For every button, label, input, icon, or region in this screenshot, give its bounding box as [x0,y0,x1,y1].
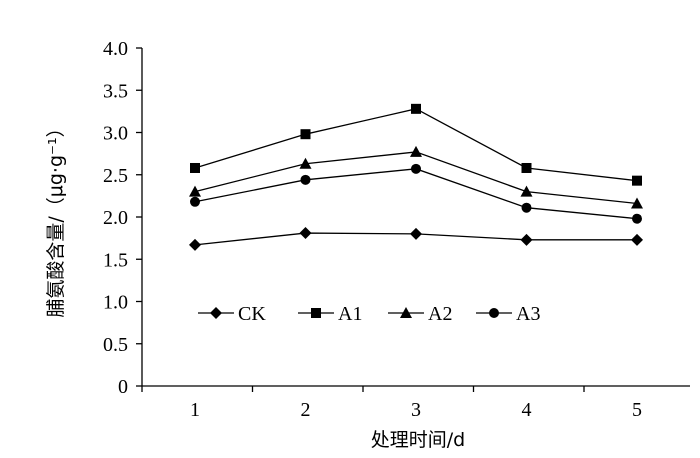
legend-label: A1 [338,303,362,325]
data-point-a1 [632,175,642,186]
y-tick-label: 0 [118,376,128,398]
data-point-a2 [189,185,201,197]
series-ck [189,227,643,251]
data-point-a2 [410,145,422,157]
legend-label: CK [238,303,266,325]
data-point-a1 [521,162,532,173]
data-point-a2 [520,185,533,197]
y-tick-label: 1.5 [103,249,128,271]
data-point-a3 [632,213,642,224]
x-tick-label: 1 [190,399,200,421]
series-group [189,103,643,251]
legend-item-ck: CK [198,303,266,325]
data-point-a3 [411,163,421,174]
legend-label: A3 [516,303,540,325]
data-point-a2 [631,197,643,209]
y-tick-label: 2.0 [103,207,128,229]
data-point-a2 [299,157,312,169]
legend-item-a3: A3 [476,303,540,325]
legend-marker-a1 [311,308,321,318]
legend-marker-ck [210,307,222,319]
data-point-ck [410,227,422,240]
series-line-a2 [194,151,638,205]
y-axis-title: 脯氨酸含量/（μg·g⁻¹） [45,118,67,317]
series-line-a3 [194,168,638,220]
x-tick-label: 2 [301,399,311,421]
legend-marker-a3 [489,308,499,318]
x-axis-ticks: 1 2 3 4 5 [141,386,642,421]
series-a2 [189,145,643,209]
y-tick-label: 2.5 [103,165,128,187]
legend-item-a1: A1 [298,303,362,325]
y-tick-label: 3.5 [103,80,128,102]
x-tick-label: 5 [632,399,642,421]
y-tick-label: 1.0 [103,292,128,314]
data-point-ck [299,227,312,240]
x-tick-label: 4 [522,399,532,421]
series-a3 [190,163,642,224]
x-tick-label: 3 [411,399,421,421]
x-axis-title: 处理时间/d [371,429,465,451]
data-point-a3 [190,196,200,207]
series-a1 [190,103,642,186]
data-point-a1 [190,162,200,173]
legend-label: A2 [428,303,452,325]
data-point-ck [189,238,201,251]
data-point-a1 [300,129,311,140]
data-point-a1 [411,103,421,114]
data-point-a3 [300,174,311,185]
y-tick-label: 0.5 [103,334,128,356]
legend: CK A1 A2 A3 [198,303,540,325]
y-tick-label: 4.0 [103,38,128,60]
data-point-a3 [521,202,532,213]
data-point-ck [631,233,643,246]
legend-marker-a2 [400,307,412,318]
y-tick-label: 3.0 [103,123,128,145]
y-axis-ticks: 0 0.5 1.0 1.5 2.0 2.5 3.0 3.5 4.0 [103,38,142,398]
axes [141,48,690,387]
legend-item-a2: A2 [388,303,452,325]
data-point-ck [520,233,533,246]
